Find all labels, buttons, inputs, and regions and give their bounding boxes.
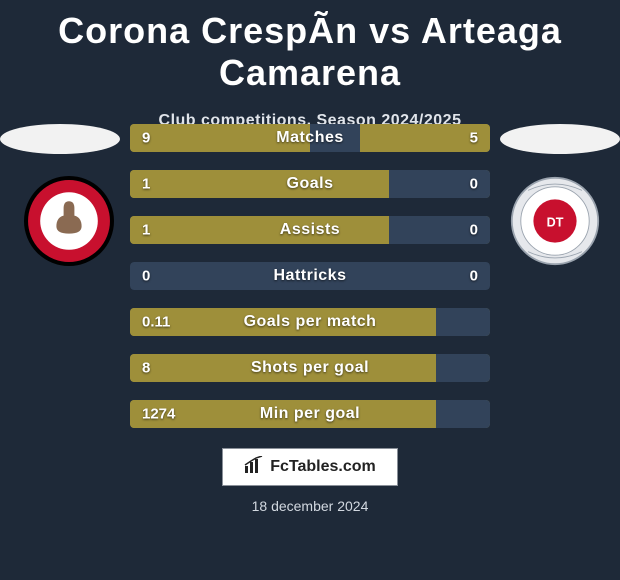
stat-row: Goals per match0.11: [130, 308, 490, 336]
shield-icon: DT: [510, 176, 600, 266]
stat-row: Assists10: [130, 216, 490, 244]
svg-text:DT: DT: [547, 215, 564, 229]
stat-row: Hattricks00: [130, 262, 490, 290]
club-badge-left: [24, 176, 114, 266]
club-badge-right: DT: [510, 176, 600, 266]
player-photo-left: [0, 124, 120, 154]
stat-row: Min per goal1274: [130, 400, 490, 428]
stat-row: Goals10: [130, 170, 490, 198]
stat-row: Matches95: [130, 124, 490, 152]
page-title: Corona CrespÃ­n vs Arteaga Camarena: [0, 0, 620, 94]
stat-row: Shots per goal8: [130, 354, 490, 382]
footer-logo-text: FcTables.com: [270, 458, 376, 476]
footer-logo: FcTables.com: [222, 448, 398, 486]
player-photo-right: [500, 124, 620, 154]
chart-icon: [244, 456, 264, 479]
shield-icon: [24, 176, 114, 266]
stats-list: Matches95 Goals10 Assists10 Hattricks00 Goal…: [130, 124, 490, 428]
date-text: 18 december 2024: [0, 498, 620, 514]
